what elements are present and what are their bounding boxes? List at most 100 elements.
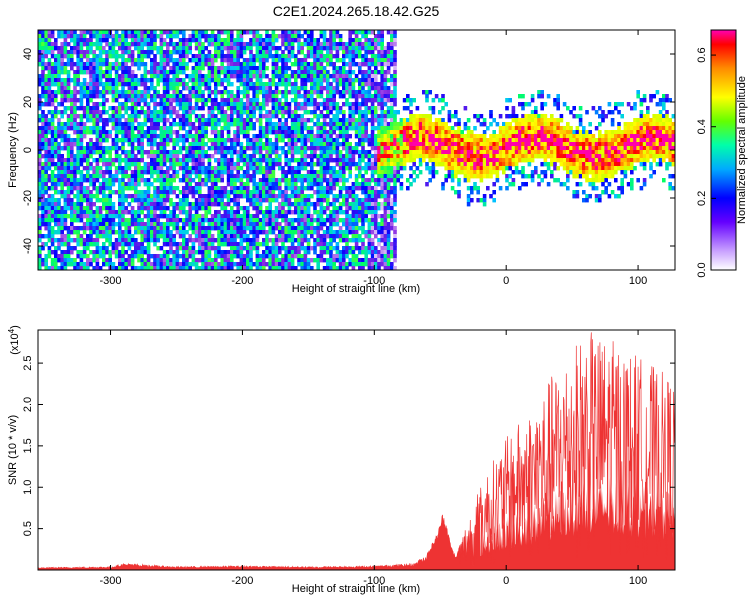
heatmap-cell bbox=[332, 170, 336, 175]
heatmap-cell bbox=[70, 38, 74, 43]
heatmap-cell bbox=[294, 102, 298, 107]
heatmap-cell bbox=[175, 150, 180, 155]
heatmap-cell bbox=[310, 74, 314, 79]
heatmap-cell bbox=[233, 186, 237, 191]
heatmap-cell bbox=[319, 182, 324, 187]
heatmap-cell bbox=[143, 54, 148, 59]
heatmap-cell bbox=[73, 122, 77, 127]
heatmap-cell bbox=[230, 218, 234, 223]
heatmap-cell bbox=[86, 70, 90, 75]
heatmap-cell bbox=[162, 234, 167, 239]
heatmap-cell bbox=[313, 146, 317, 151]
heatmap-cell bbox=[271, 222, 276, 227]
heatmap-cell bbox=[166, 138, 170, 143]
heatmap-cell bbox=[332, 62, 336, 67]
heatmap-cell bbox=[54, 74, 58, 79]
heatmap-cell bbox=[345, 194, 349, 199]
heatmap-cell bbox=[223, 66, 228, 71]
heatmap-cell bbox=[63, 190, 68, 195]
heatmap-cell bbox=[217, 250, 221, 255]
heatmap-cell bbox=[274, 86, 279, 91]
heatmap-cell bbox=[332, 222, 336, 227]
heatmap-cell bbox=[306, 262, 311, 267]
heatmap-cell bbox=[290, 42, 295, 47]
heatmap-cell bbox=[121, 58, 125, 63]
heatmap-cell bbox=[127, 178, 132, 183]
heatmap-cell bbox=[175, 254, 180, 259]
heatmap-cell bbox=[233, 210, 237, 215]
heatmap-cell bbox=[175, 258, 180, 263]
heatmap-cell bbox=[303, 166, 308, 171]
heatmap-cell bbox=[137, 62, 141, 67]
heatmap-cell bbox=[258, 66, 263, 71]
heatmap-cell bbox=[348, 114, 352, 119]
heatmap-cell bbox=[137, 134, 141, 139]
heatmap-cell bbox=[226, 254, 231, 259]
heatmap-cell bbox=[92, 242, 96, 247]
heatmap-cell bbox=[310, 126, 314, 131]
heatmap-cell bbox=[146, 250, 151, 255]
heatmap-cell bbox=[153, 226, 157, 231]
heatmap-cell bbox=[50, 46, 55, 51]
heatmap-cell bbox=[303, 30, 308, 35]
heatmap-cell bbox=[335, 126, 340, 131]
heatmap-cell bbox=[329, 130, 333, 135]
heatmap-cell bbox=[153, 94, 157, 99]
heatmap-cell bbox=[226, 170, 231, 175]
heatmap-cell bbox=[50, 218, 55, 223]
heatmap-cell bbox=[278, 166, 282, 171]
heatmap-cell bbox=[124, 118, 128, 123]
heatmap-cell bbox=[310, 70, 314, 75]
heatmap-cell bbox=[246, 262, 250, 267]
heatmap-cell bbox=[150, 214, 154, 219]
heatmap-cell bbox=[162, 222, 167, 227]
heatmap-cell bbox=[114, 154, 119, 159]
heatmap-cell bbox=[57, 82, 61, 87]
heatmap-cell bbox=[239, 266, 244, 270]
heatmap-cell bbox=[300, 222, 304, 227]
heatmap-cell bbox=[201, 206, 205, 211]
heatmap-cell bbox=[47, 206, 52, 211]
heatmap-cell bbox=[92, 182, 96, 187]
heatmap-cell bbox=[262, 174, 266, 179]
heatmap-cell bbox=[230, 102, 234, 107]
heatmap-cell bbox=[159, 154, 164, 159]
heatmap-cell bbox=[38, 78, 42, 83]
heatmap-cell bbox=[38, 102, 42, 107]
heatmap-cell bbox=[121, 242, 125, 247]
heatmap-cell bbox=[118, 178, 122, 183]
heatmap-cell bbox=[265, 46, 269, 51]
heatmap-cell bbox=[233, 226, 237, 231]
heatmap-cell bbox=[191, 226, 196, 231]
heatmap-cell bbox=[188, 78, 192, 83]
heatmap-cell bbox=[60, 242, 64, 247]
heatmap-cell bbox=[159, 266, 164, 270]
heatmap-cell bbox=[150, 210, 154, 215]
heatmap-cell bbox=[358, 46, 362, 51]
heatmap-cell bbox=[332, 146, 336, 151]
heatmap-cell bbox=[63, 238, 68, 243]
heatmap-cell bbox=[111, 90, 116, 95]
heatmap-cell bbox=[287, 210, 292, 215]
heatmap-cell bbox=[111, 266, 116, 270]
heatmap-cell bbox=[329, 50, 333, 55]
heatmap-cell bbox=[294, 126, 298, 131]
heatmap-cell bbox=[95, 38, 100, 43]
heatmap-cell bbox=[335, 66, 340, 71]
heatmap-cell bbox=[313, 114, 317, 119]
heatmap-cell bbox=[316, 142, 320, 147]
heatmap-cell bbox=[249, 250, 253, 255]
heatmap-cell bbox=[223, 70, 228, 75]
heatmap-cell bbox=[210, 226, 215, 231]
heatmap-cell bbox=[271, 46, 276, 51]
heatmap-cell bbox=[188, 250, 192, 255]
heatmap-cell bbox=[274, 74, 279, 79]
heatmap-cell bbox=[105, 234, 109, 239]
heatmap-cell bbox=[169, 182, 173, 187]
heatmap-cell bbox=[76, 166, 80, 171]
heatmap-cell bbox=[207, 262, 212, 267]
heatmap-cell bbox=[242, 254, 247, 259]
heatmap-cell bbox=[127, 238, 132, 243]
heatmap-cell bbox=[140, 34, 144, 39]
heatmap-cell bbox=[98, 90, 103, 95]
